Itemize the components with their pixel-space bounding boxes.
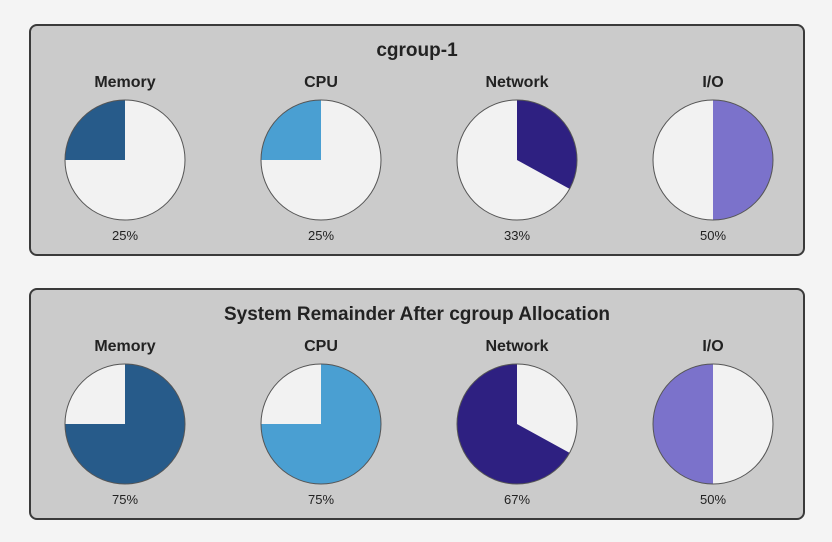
- cpu-filled-slice: [261, 100, 321, 160]
- gauge-label: I/O: [702, 338, 724, 355]
- gauge-label: Network: [485, 338, 549, 355]
- gauge-label: CPU: [304, 74, 338, 91]
- io-filled-slice: [713, 100, 773, 220]
- gauge-label: Memory: [94, 74, 156, 91]
- gauge-label: Memory: [94, 338, 156, 355]
- memory-pie: [64, 363, 186, 485]
- io-filled-slice: [653, 364, 713, 484]
- memory-pie: [64, 99, 186, 221]
- memory-filled-slice: [65, 364, 185, 484]
- network-filled-slice: [517, 100, 578, 189]
- gauge-value: 50%: [699, 492, 727, 507]
- memory-pie-outline: [64, 363, 186, 485]
- network-pie-outline: [456, 99, 578, 221]
- network-pie: [456, 363, 578, 485]
- network-filled-slice: [457, 364, 570, 484]
- cpu-pie: [260, 363, 382, 485]
- gauge-label: I/O: [702, 74, 724, 91]
- panel-title: System Remainder After cgroup Allocation: [223, 304, 611, 325]
- gauge-label: Network: [485, 74, 549, 91]
- gauge-value: 25%: [307, 228, 335, 243]
- gauge-value: 33%: [503, 228, 531, 243]
- cpu-pie-outline: [260, 363, 382, 485]
- network-pie-outline: [456, 363, 578, 485]
- gauge-value: 75%: [307, 492, 335, 507]
- io-pie: [652, 363, 774, 485]
- cgroup-panel: cgroup-1 Memory 25% CPU 25% Network 33% …: [29, 24, 805, 256]
- io-pie-outline: [652, 363, 774, 485]
- network-pie: [456, 99, 578, 221]
- gauge-value: 25%: [111, 228, 139, 243]
- io-pie-outline: [652, 99, 774, 221]
- cpu-pie-outline: [260, 99, 382, 221]
- gauge-label: CPU: [304, 338, 338, 355]
- memory-filled-slice: [65, 100, 125, 160]
- memory-pie-outline: [64, 99, 186, 221]
- cpu-pie: [260, 99, 382, 221]
- gauge-value: 75%: [111, 492, 139, 507]
- panel-title: cgroup-1: [376, 40, 458, 61]
- gauge-value: 67%: [503, 492, 531, 507]
- cpu-filled-slice: [261, 364, 381, 484]
- gauge-value: 50%: [699, 228, 727, 243]
- io-pie: [652, 99, 774, 221]
- system-remainder-panel: System Remainder After cgroup Allocation…: [29, 288, 805, 520]
